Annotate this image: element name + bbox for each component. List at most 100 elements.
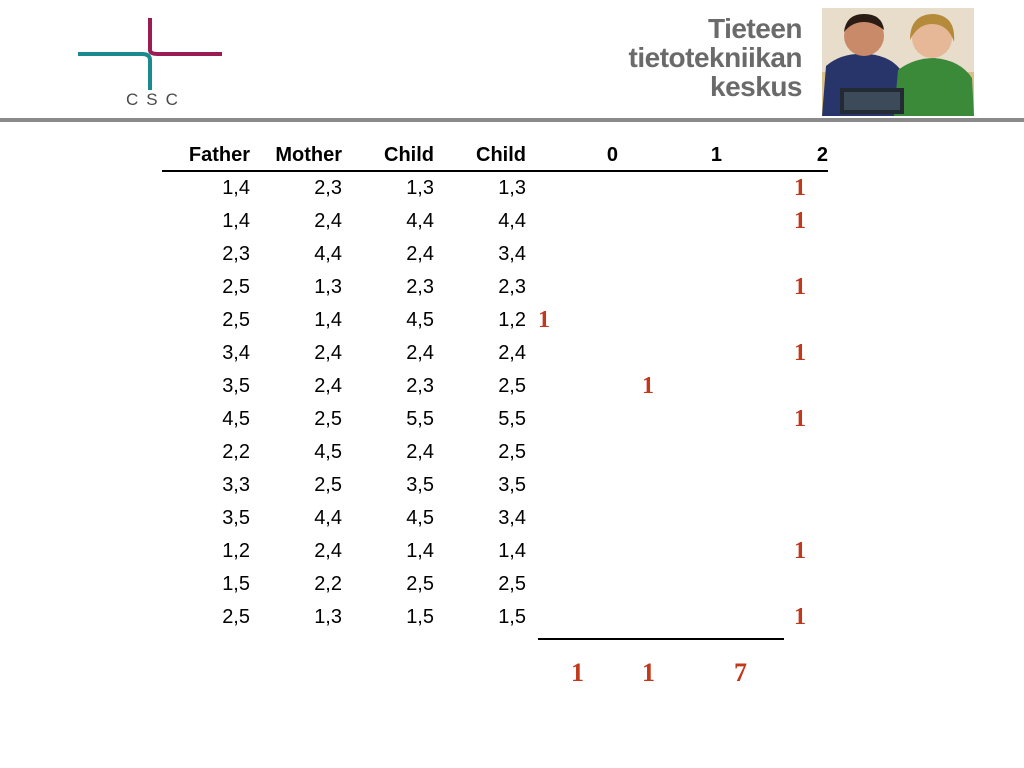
count-0-mark: 1: [538, 307, 550, 333]
header-father: Father: [162, 140, 250, 172]
child-1-genotype: 2,3: [406, 375, 434, 397]
table-row: 1,5 2,2 2,5 2,5: [162, 568, 828, 601]
table-row: 2,3 4,4 2,4 3,4: [162, 238, 828, 271]
table-row: 3,5 4,4 4,5 3,4: [162, 502, 828, 535]
child-1-genotype: 4,5: [406, 507, 434, 529]
child-1-genotype: 4,5: [406, 309, 434, 331]
table-row: 2,5 1,3 2,3 2,3 1: [162, 271, 828, 304]
header-child-2: Child: [434, 140, 526, 172]
total-count-0: 1: [571, 658, 584, 687]
count-0-mark: [526, 403, 618, 436]
table-row: 1,2 2,4 1,4 1,4 1: [162, 535, 828, 568]
csc-logo-text: CSC: [126, 90, 186, 109]
father-genotype: 2,3: [222, 243, 250, 265]
table-row: 2,2 4,5 2,4 2,5: [162, 436, 828, 469]
child-1-genotype: 2,5: [406, 573, 434, 595]
table-row: 1,4 2,3 1,3 1,3 1: [162, 171, 828, 205]
father-genotype: 2,2: [222, 441, 250, 463]
count-0-mark: [526, 436, 618, 469]
table-row: 4,5 2,5 5,5 5,5 1: [162, 403, 828, 436]
father-genotype: 1,5: [222, 573, 250, 595]
child-2-genotype: 1,2: [498, 309, 526, 331]
count-2-mark: [722, 370, 828, 403]
child-1-genotype: 2,4: [406, 441, 434, 463]
count-2-mark: 1: [794, 340, 806, 366]
mother-genotype: 2,4: [314, 342, 342, 364]
count-2-mark: 1: [794, 274, 806, 300]
count-1-mark: [618, 238, 722, 271]
total-count-2: 7: [734, 658, 747, 687]
father-genotype: 3,5: [222, 375, 250, 397]
mother-genotype: 1,4: [314, 309, 342, 331]
child-1-genotype: 3,5: [406, 474, 434, 496]
table-row: 2,5 1,3 1,5 1,5 1: [162, 601, 828, 634]
father-genotype: 2,5: [222, 606, 250, 628]
people-photo: [822, 8, 974, 116]
count-2-mark: 1: [794, 538, 806, 564]
child-1-genotype: 2,4: [406, 342, 434, 364]
count-1-mark: [618, 568, 722, 601]
org-name-line3: keskus: [710, 71, 802, 102]
child-2-genotype: 3,4: [498, 243, 526, 265]
header-count-2: 2: [722, 140, 828, 172]
count-0-mark: [526, 337, 618, 370]
mother-genotype: 4,5: [314, 441, 342, 463]
father-genotype: 4,5: [222, 408, 250, 430]
mother-genotype: 2,2: [314, 573, 342, 595]
mother-genotype: 4,4: [314, 507, 342, 529]
count-2-mark: [722, 436, 828, 469]
child-1-genotype: 1,5: [406, 606, 434, 628]
mother-genotype: 2,5: [314, 474, 342, 496]
count-0-mark: [526, 502, 618, 535]
header-rule: [0, 118, 1024, 122]
child-1-genotype: 4,4: [406, 210, 434, 232]
count-2-mark: 1: [794, 604, 806, 630]
child-2-genotype: 2,3: [498, 276, 526, 298]
child-2-genotype: 2,5: [498, 441, 526, 463]
mother-genotype: 1,3: [314, 276, 342, 298]
count-2-mark: [722, 568, 828, 601]
count-2-mark: [722, 502, 828, 535]
count-1-mark: [618, 469, 722, 502]
table-row: 3,5 2,4 2,3 2,5 1: [162, 370, 828, 403]
child-2-genotype: 1,5: [498, 606, 526, 628]
org-name-line1: Tieteen: [707, 13, 803, 44]
count-1-mark: [618, 436, 722, 469]
total-count-1: 1: [642, 658, 655, 687]
count-1-mark: [618, 403, 722, 436]
father-genotype: 1,2: [222, 540, 250, 562]
father-genotype: 1,4: [222, 210, 250, 232]
child-2-genotype: 4,4: [498, 210, 526, 232]
count-1-mark: [618, 535, 722, 568]
count-1-mark: [618, 271, 722, 304]
count-1-mark: [618, 205, 722, 238]
father-genotype: 2,5: [222, 309, 250, 331]
child-1-genotype: 2,3: [406, 276, 434, 298]
father-genotype: 1,4: [222, 177, 250, 199]
child-2-genotype: 3,4: [498, 507, 526, 529]
header-mother: Mother: [250, 140, 342, 172]
csc-logo-mark: [78, 18, 222, 90]
child-1-genotype: 2,4: [406, 243, 434, 265]
count-1-mark: [618, 337, 722, 370]
data-table: Father Mother Child Child 0 1 2 1,4 2,3 1,…: [162, 140, 828, 634]
count-2-mark: 1: [794, 175, 806, 201]
count-0-mark: [526, 601, 618, 634]
father-genotype: 2,5: [222, 276, 250, 298]
count-1-mark: [618, 601, 722, 634]
count-0-mark: [526, 469, 618, 502]
mother-genotype: 2,4: [314, 540, 342, 562]
child-2-genotype: 2,5: [498, 573, 526, 595]
count-0-mark: [526, 568, 618, 601]
table-row: 1,4 2,4 4,4 4,4 1: [162, 205, 828, 238]
count-2-mark: [722, 469, 828, 502]
mother-genotype: 2,4: [314, 375, 342, 397]
count-2-mark: [722, 238, 828, 271]
count-1-mark: [618, 304, 722, 337]
mother-genotype: 2,3: [314, 177, 342, 199]
child-2-genotype: 5,5: [498, 408, 526, 430]
count-2-mark: [722, 304, 828, 337]
child-2-genotype: 2,5: [498, 375, 526, 397]
mother-genotype: 2,4: [314, 210, 342, 232]
count-0-mark: [526, 205, 618, 238]
